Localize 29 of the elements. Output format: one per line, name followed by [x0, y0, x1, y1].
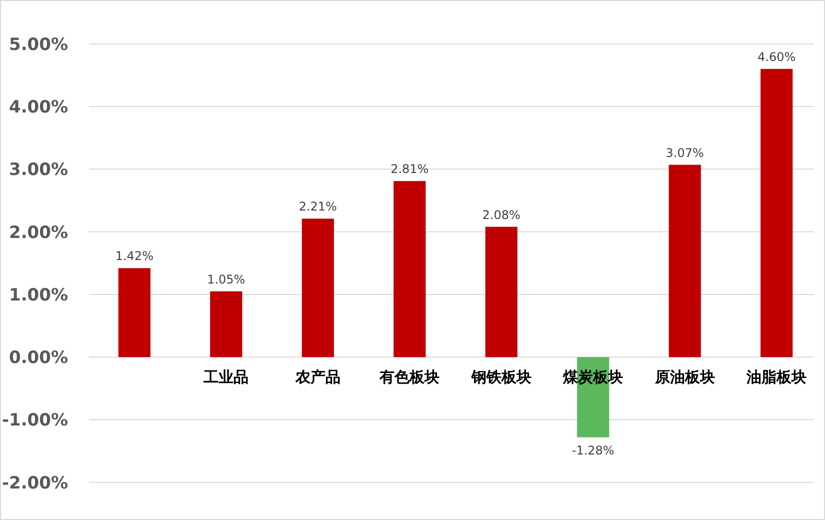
- y-tick-label: 4.00%: [9, 97, 68, 118]
- x-tick-label: 原油板块: [654, 368, 715, 386]
- data-label: -1.28%: [572, 443, 614, 458]
- bar: [118, 268, 150, 358]
- bar: [668, 164, 701, 358]
- data-label: 1.05%: [207, 272, 246, 286]
- data-label: 2.08%: [482, 208, 520, 222]
- bar: [394, 181, 426, 358]
- data-label: 3.07%: [666, 146, 704, 160]
- data-label: 1.42%: [115, 249, 154, 264]
- bar: [210, 291, 242, 358]
- y-tick-label: -1.00%: [2, 410, 68, 431]
- data-label: 2.81%: [390, 162, 429, 176]
- y-tick-label: 2.00%: [9, 222, 68, 243]
- y-tick-label: 0.00%: [9, 348, 68, 368]
- data-label: 4.60%: [758, 50, 796, 64]
- x-tick-label: 农产品: [294, 368, 340, 386]
- y-tick-label: 1.00%: [9, 285, 68, 306]
- data-label: 2.21%: [298, 200, 337, 214]
- x-tick-label: 钢铁板块: [470, 368, 532, 386]
- y-tick-label: 5.00%: [9, 34, 68, 55]
- x-tick-label: 工业品: [202, 368, 249, 386]
- bar: [485, 226, 518, 358]
- bar: [760, 68, 793, 358]
- bar: [302, 218, 334, 358]
- y-tick-label: 3.00%: [9, 160, 68, 180]
- x-tick-label: 油脂板块: [746, 368, 807, 386]
- y-tick-label: -2.00%: [2, 473, 68, 494]
- x-tick-label: 有色板块: [378, 368, 440, 386]
